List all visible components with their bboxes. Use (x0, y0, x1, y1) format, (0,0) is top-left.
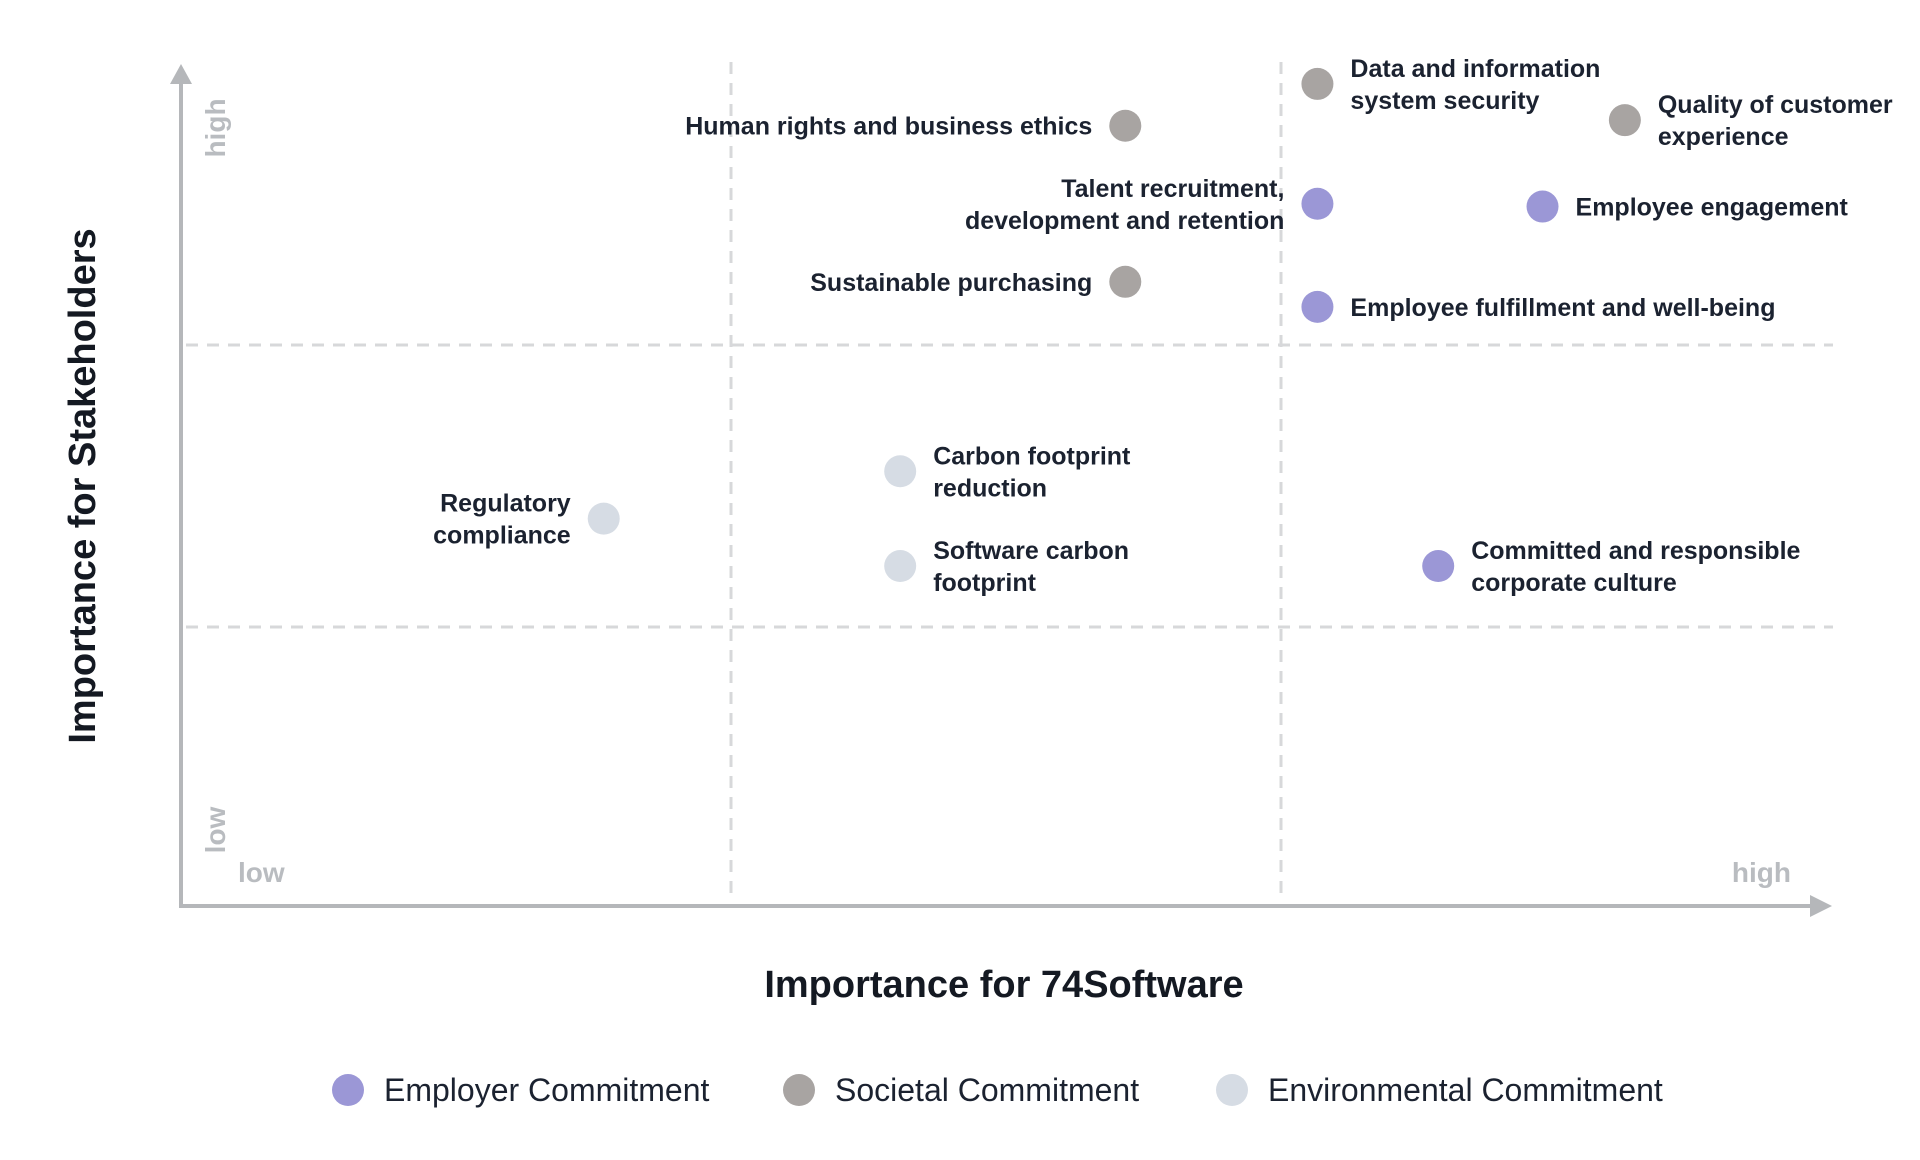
point-label: Sustainable purchasing (810, 269, 1092, 297)
data-points: Human rights and business ethics Data and… (433, 55, 1893, 597)
point-label: Employee fulfillment and well-being (1350, 294, 1775, 322)
grid (186, 62, 1833, 900)
y-high-label: high (200, 98, 231, 157)
point-marker (884, 455, 917, 488)
x-axis-arrow (1810, 895, 1832, 917)
legend-label: Societal Commitment (835, 1072, 1139, 1108)
point-label: Carbon footprint (933, 442, 1131, 470)
point-marker (587, 502, 620, 535)
point-label: Quality of customer (1658, 91, 1893, 119)
point-label: compliance (433, 522, 571, 550)
point-marker (1109, 265, 1142, 298)
point-sustainable-purchasing: Sustainable purchasing (810, 265, 1142, 298)
y-low-label: low (200, 806, 231, 853)
point-label: reduction (933, 474, 1047, 502)
point-label: Human rights and business ethics (685, 113, 1092, 141)
point-marker (1109, 109, 1142, 142)
x-high-label: high (1732, 857, 1791, 888)
point-marker (1422, 550, 1455, 583)
legend-item-employer: Employer Commitment (332, 1072, 710, 1108)
point-human-rights-and-business-ethics: Human rights and business ethics (685, 109, 1142, 142)
legend-label: Employer Commitment (384, 1072, 710, 1108)
y-axis-arrow (170, 64, 192, 84)
legend-swatch (332, 1074, 364, 1106)
point-label: Talent recruitment, (1061, 175, 1284, 203)
point-marker (1608, 104, 1641, 137)
legend: Employer Commitment Societal Commitment En… (332, 1072, 1663, 1108)
point-label: development and retention (965, 207, 1284, 235)
point-label: experience (1658, 123, 1789, 151)
point-marker (1526, 190, 1559, 223)
point-label: Employee engagement (1576, 194, 1849, 222)
point-quality-of-customer-experience: Quality of customer experience (1608, 91, 1893, 151)
point-employee-fulfillment-and-well-being: Employee fulfillment and well-being (1301, 290, 1775, 323)
legend-item-societal: Societal Commitment (783, 1072, 1139, 1108)
x-axis-title: Importance for 74Software (764, 964, 1243, 1006)
y-axis-title: Importance for Stakeholders (62, 228, 104, 743)
point-label: Committed and responsible (1471, 537, 1800, 565)
point-label: Data and information (1350, 55, 1600, 83)
point-data-and-information-system-security: Data and information system security (1301, 55, 1600, 115)
point-marker (1301, 290, 1334, 323)
legend-swatch (1216, 1074, 1248, 1106)
point-label: system security (1350, 87, 1539, 115)
point-talent-recruitment-development-and-retention: Talent recruitment, development and reten… (965, 175, 1334, 235)
x-low-label: low (238, 857, 285, 888)
point-label: corporate culture (1471, 569, 1677, 597)
legend-item-environmental: Environmental Commitment (1216, 1072, 1663, 1108)
point-software-carbon-footprint: Software carbon footprint (884, 537, 1129, 597)
point-marker (884, 550, 917, 583)
point-employee-engagement: Employee engagement (1526, 190, 1849, 223)
legend-swatch (783, 1074, 815, 1106)
point-label: Regulatory (440, 490, 571, 518)
point-marker (1301, 187, 1334, 220)
point-label: footprint (933, 569, 1036, 597)
point-marker (1301, 67, 1334, 100)
axes (170, 64, 1832, 917)
point-carbon-footprint-reduction: Carbon footprint reduction (884, 442, 1131, 502)
point-committed-and-responsible-corporate-culture: Committed and responsible corporate cultu… (1422, 537, 1801, 597)
point-regulatory-compliance: Regulatory compliance (433, 490, 620, 550)
legend-label: Environmental Commitment (1268, 1072, 1663, 1108)
point-label: Software carbon (933, 537, 1129, 565)
